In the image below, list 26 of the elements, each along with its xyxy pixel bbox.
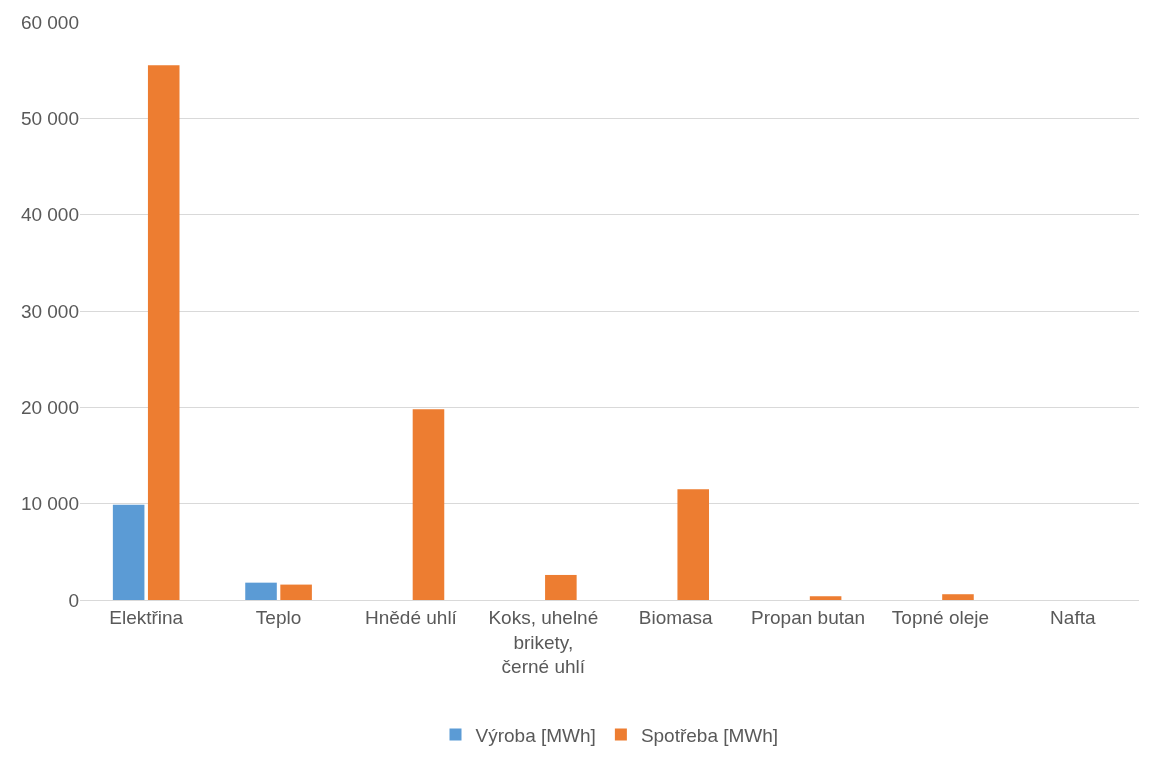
legend-label: Spotřeba [MWh] xyxy=(640,724,779,746)
y-tick-label: 40 000 xyxy=(20,204,79,226)
x-tick-label: Elektřina xyxy=(109,606,184,628)
legend-label: Výroba [MWh] xyxy=(475,724,596,746)
bar xyxy=(412,409,445,600)
y-tick-label: 0 xyxy=(68,589,79,611)
bar xyxy=(245,582,277,600)
x-tick-label: Biomasa xyxy=(638,606,714,628)
bar xyxy=(112,504,145,600)
y-tick-label: 50 000 xyxy=(20,107,79,129)
bar xyxy=(147,65,180,600)
bar xyxy=(942,594,974,600)
x-tick-label: Propan butan xyxy=(751,606,866,628)
y-tick-label: 10 000 xyxy=(20,493,79,515)
bar xyxy=(545,574,577,600)
bar xyxy=(677,489,710,600)
x-tick-label: Topné oleje xyxy=(891,606,990,628)
bar xyxy=(809,596,842,600)
x-tick-label: Teplo xyxy=(255,606,302,628)
x-tick-label: Hnědé uhlí xyxy=(364,606,458,628)
y-tick-label: 30 000 xyxy=(20,300,79,322)
bar xyxy=(280,584,312,600)
x-tick-label: Nafta xyxy=(1050,606,1096,628)
y-tick-label: 60 000 xyxy=(20,11,79,33)
y-tick-label: 20 000 xyxy=(20,396,79,418)
x-tick-label: Koks, uhelné brikety, černé uhlí xyxy=(488,606,599,678)
